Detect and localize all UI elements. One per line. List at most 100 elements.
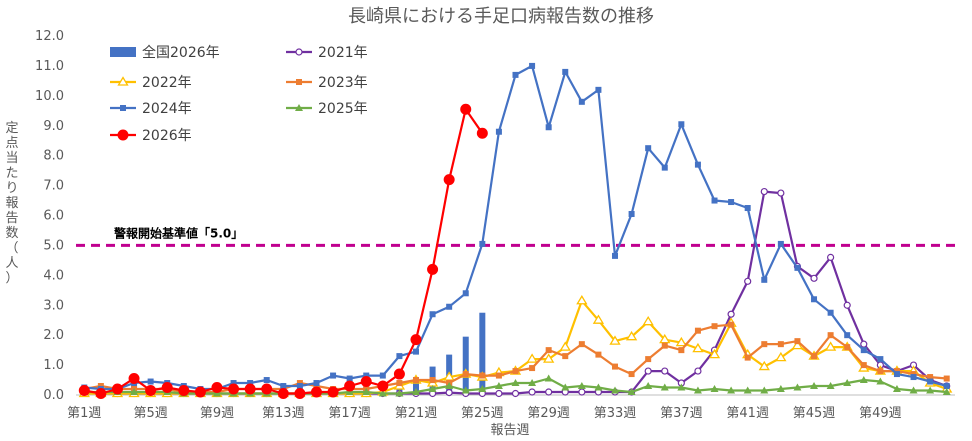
series-2021-point <box>744 277 752 285</box>
series-2024-point <box>412 348 419 355</box>
series-2025-point <box>677 383 686 391</box>
x-tick-label: 第33週 <box>594 406 637 421</box>
series-2023-point <box>396 380 403 387</box>
series-2025-point <box>760 386 769 394</box>
series-2024-point <box>512 71 519 78</box>
series-2023-point <box>562 353 569 360</box>
series-2025-point <box>611 386 620 394</box>
bar-national-2026 <box>462 336 469 395</box>
series-2024-point <box>711 197 718 204</box>
series-2024-point <box>628 211 635 218</box>
series-2024-point <box>247 380 254 387</box>
series-2022-point <box>708 348 721 359</box>
y-tick-label: 2.0 <box>43 328 64 343</box>
series-2021-point <box>578 388 586 396</box>
series-2023-point <box>462 371 469 378</box>
series-2024-point <box>678 121 685 128</box>
legend-label: 2022年 <box>142 75 192 91</box>
series-2026-point <box>244 383 256 395</box>
series-2024-point <box>844 332 851 339</box>
series-2021-point <box>843 301 851 309</box>
series-2024-point <box>429 311 436 318</box>
series-2024-point <box>578 98 585 105</box>
series-2026-point <box>228 383 240 395</box>
series-2021-point <box>727 310 735 318</box>
series-2023-point <box>661 342 668 349</box>
x-tick-label: 第37週 <box>660 406 703 421</box>
series-2021-point <box>528 388 536 396</box>
series-2022-point <box>675 336 687 347</box>
x-tick-label: 第45週 <box>793 406 836 421</box>
series-2021-point <box>694 367 702 375</box>
series-2023-point <box>612 363 619 370</box>
x-tick-label: 第29週 <box>527 406 570 421</box>
series-2024-point <box>147 378 154 385</box>
legend-swatch-marker <box>120 105 126 111</box>
y-tick-label: 12.0 <box>35 29 64 44</box>
series-2025-point <box>926 386 935 394</box>
legend-label: 2026年 <box>142 128 192 144</box>
y-tick-label: 9.0 <box>43 119 64 134</box>
series-2026-point <box>327 386 339 398</box>
legend-swatch-marker <box>295 104 303 111</box>
series-2024-point <box>446 303 453 310</box>
series-2025-point <box>362 388 371 396</box>
series-2025-point <box>727 386 736 394</box>
series-2025-point <box>710 385 719 393</box>
series-2023-point <box>578 341 585 348</box>
series-2022-point <box>625 330 638 341</box>
bar-national-2026 <box>412 377 419 395</box>
series-2026-point <box>344 380 356 392</box>
series-2023-point <box>844 344 851 351</box>
series-2024-point <box>495 128 502 135</box>
series-2026-point <box>393 368 405 380</box>
series-2023-point <box>694 327 701 334</box>
x-tick-label: 第13週 <box>262 406 305 421</box>
legend-label: 2024年 <box>142 101 192 117</box>
series-2025-point <box>876 377 885 385</box>
series-2025-point <box>461 386 470 394</box>
series-2024-point <box>545 124 552 131</box>
series-2024-point <box>280 383 287 390</box>
series-2025-point <box>693 386 702 394</box>
series-2024-point <box>396 353 403 360</box>
series-2023-point <box>645 356 652 363</box>
series-2021-point <box>545 388 553 396</box>
series-2026-point <box>178 385 190 397</box>
series-2026-point <box>410 334 422 346</box>
series-2026-point <box>95 388 107 400</box>
series-2022-point <box>543 353 555 363</box>
series-2023-point <box>794 338 801 345</box>
series-2026-point <box>161 382 173 394</box>
series-2024-point <box>263 377 270 384</box>
series-2021-point <box>860 340 868 348</box>
y-tick-label: 4.0 <box>43 268 64 283</box>
series-2024-point <box>694 161 701 168</box>
series-2024-point <box>462 290 469 297</box>
series-2026-point <box>128 373 140 385</box>
series-2022-point <box>775 351 787 362</box>
series-2024-point <box>744 205 751 212</box>
series-2022-point <box>692 342 704 353</box>
series-2024-point <box>479 240 486 247</box>
series-2025-point <box>594 383 603 391</box>
y-tick-label: 8.0 <box>43 149 64 164</box>
series-2026-line <box>84 108 484 395</box>
series-2021-point <box>827 253 835 261</box>
series-2024-point <box>612 252 619 259</box>
series-2023-point <box>595 351 602 358</box>
series-2024-point <box>910 374 917 381</box>
series-2024-point <box>661 164 668 171</box>
series-2021-point <box>810 274 818 282</box>
y-axis-title: 定点当たり報告数（人） <box>5 121 18 286</box>
series-2021-line <box>84 190 948 395</box>
series-2023-point <box>827 332 834 339</box>
series-2022-point <box>576 294 588 305</box>
series-2026-point <box>261 383 273 395</box>
y-tick-label: 11.0 <box>35 59 64 74</box>
series-2025-point <box>942 388 951 396</box>
legend-swatch-national-2026 <box>110 47 136 57</box>
series-2022-point <box>592 314 605 324</box>
series-2024-point <box>827 309 834 316</box>
series-2024-point <box>645 145 652 152</box>
